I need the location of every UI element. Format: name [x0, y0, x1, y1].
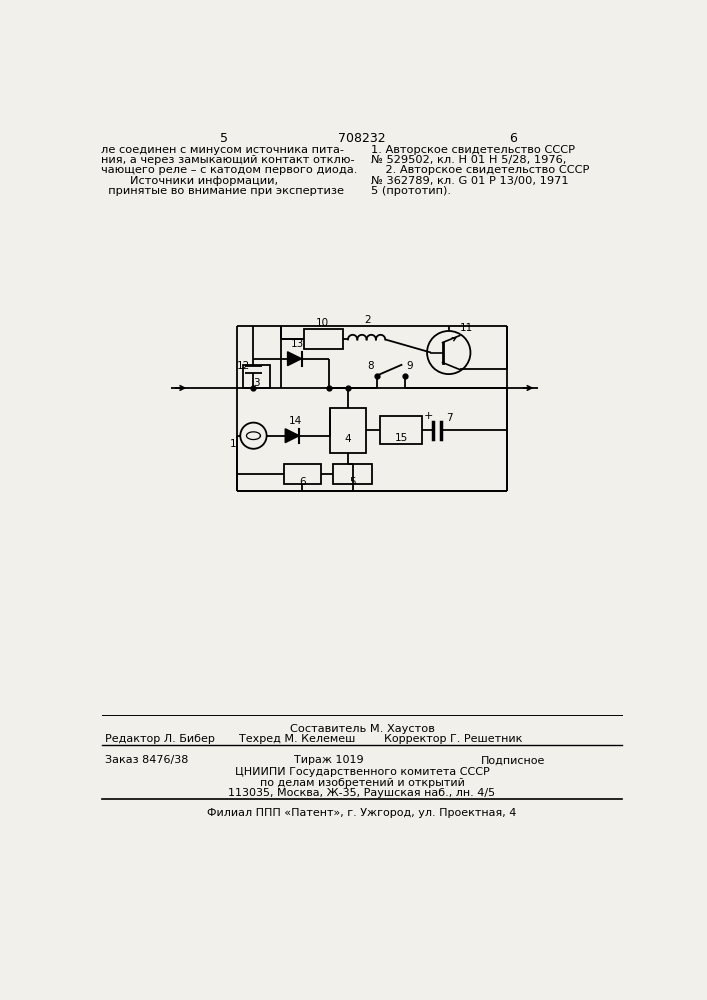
Bar: [284, 464, 321, 484]
Text: 708232: 708232: [338, 132, 386, 145]
Text: № 529502, кл. Н 01 Н 5/28, 1976,: № 529502, кл. Н 01 Н 5/28, 1976,: [371, 155, 566, 165]
Text: 11: 11: [460, 323, 473, 333]
Text: 5: 5: [349, 477, 356, 487]
Text: ле соединен с минусом источника пита-: ле соединен с минусом источника пита-: [101, 145, 344, 155]
Text: 14: 14: [288, 416, 302, 426]
Text: Корректор Г. Решетник: Корректор Г. Решетник: [384, 734, 522, 744]
Text: 10: 10: [316, 318, 329, 328]
Bar: [380, 416, 422, 444]
Text: 3: 3: [253, 378, 260, 388]
Text: 15: 15: [395, 433, 408, 443]
Text: 6: 6: [509, 132, 517, 145]
Text: 7: 7: [445, 413, 452, 423]
Text: 1: 1: [230, 439, 236, 449]
Text: Редактор Л. Бибер: Редактор Л. Бибер: [105, 734, 216, 744]
Text: 4: 4: [345, 434, 351, 444]
Text: 5: 5: [220, 132, 228, 145]
Text: 6: 6: [299, 477, 305, 487]
Text: ЦНИИПИ Государственного комитета СССР: ЦНИИПИ Государственного комитета СССР: [235, 767, 489, 777]
Text: ния, а через замыкающий контакт отклю-: ния, а через замыкающий контакт отклю-: [101, 155, 354, 165]
Text: 9: 9: [406, 361, 413, 371]
Polygon shape: [285, 429, 299, 443]
Text: 8: 8: [367, 361, 373, 371]
Bar: [330, 408, 366, 453]
Text: 13: 13: [291, 339, 304, 349]
Polygon shape: [288, 352, 301, 366]
Text: чающего реле – с катодом первого диода.: чающего реле – с катодом первого диода.: [101, 165, 357, 175]
Text: Составитель М. Хаустов: Составитель М. Хаустов: [289, 724, 434, 734]
Bar: [243, 365, 270, 388]
Text: по делам изобретений и открытий: по делам изобретений и открытий: [259, 778, 464, 788]
Text: 12: 12: [236, 361, 250, 371]
Text: Техред М. Келемеш: Техред М. Келемеш: [240, 734, 356, 744]
Text: 113035, Москва, Ж-35, Раушская наб., лн. 4/5: 113035, Москва, Ж-35, Раушская наб., лн.…: [228, 788, 496, 798]
Text: Источники информации,: Источники информации,: [101, 176, 278, 186]
Text: № 362789, кл. G 01 Р 13/00, 1971: № 362789, кл. G 01 Р 13/00, 1971: [371, 176, 569, 186]
Text: 1. Авторское свидетельство СССР: 1. Авторское свидетельство СССР: [371, 145, 575, 155]
Text: 5 (прототип).: 5 (прототип).: [371, 186, 451, 196]
Text: Филиал ППП «Патент», г. Ужгород, ул. Проектная, 4: Филиал ППП «Патент», г. Ужгород, ул. Про…: [207, 808, 517, 818]
Bar: [304, 329, 343, 349]
Bar: [333, 464, 372, 484]
Text: +: +: [424, 411, 433, 421]
Text: Подписное: Подписное: [481, 755, 546, 765]
Text: Заказ 8476/38: Заказ 8476/38: [105, 755, 189, 765]
Text: Тираж 1019: Тираж 1019: [294, 755, 363, 765]
Text: 2: 2: [364, 315, 370, 325]
Text: 2. Авторское свидетельство СССР: 2. Авторское свидетельство СССР: [371, 165, 590, 175]
Text: принятые во внимание при экспертизе: принятые во внимание при экспертизе: [101, 186, 344, 196]
